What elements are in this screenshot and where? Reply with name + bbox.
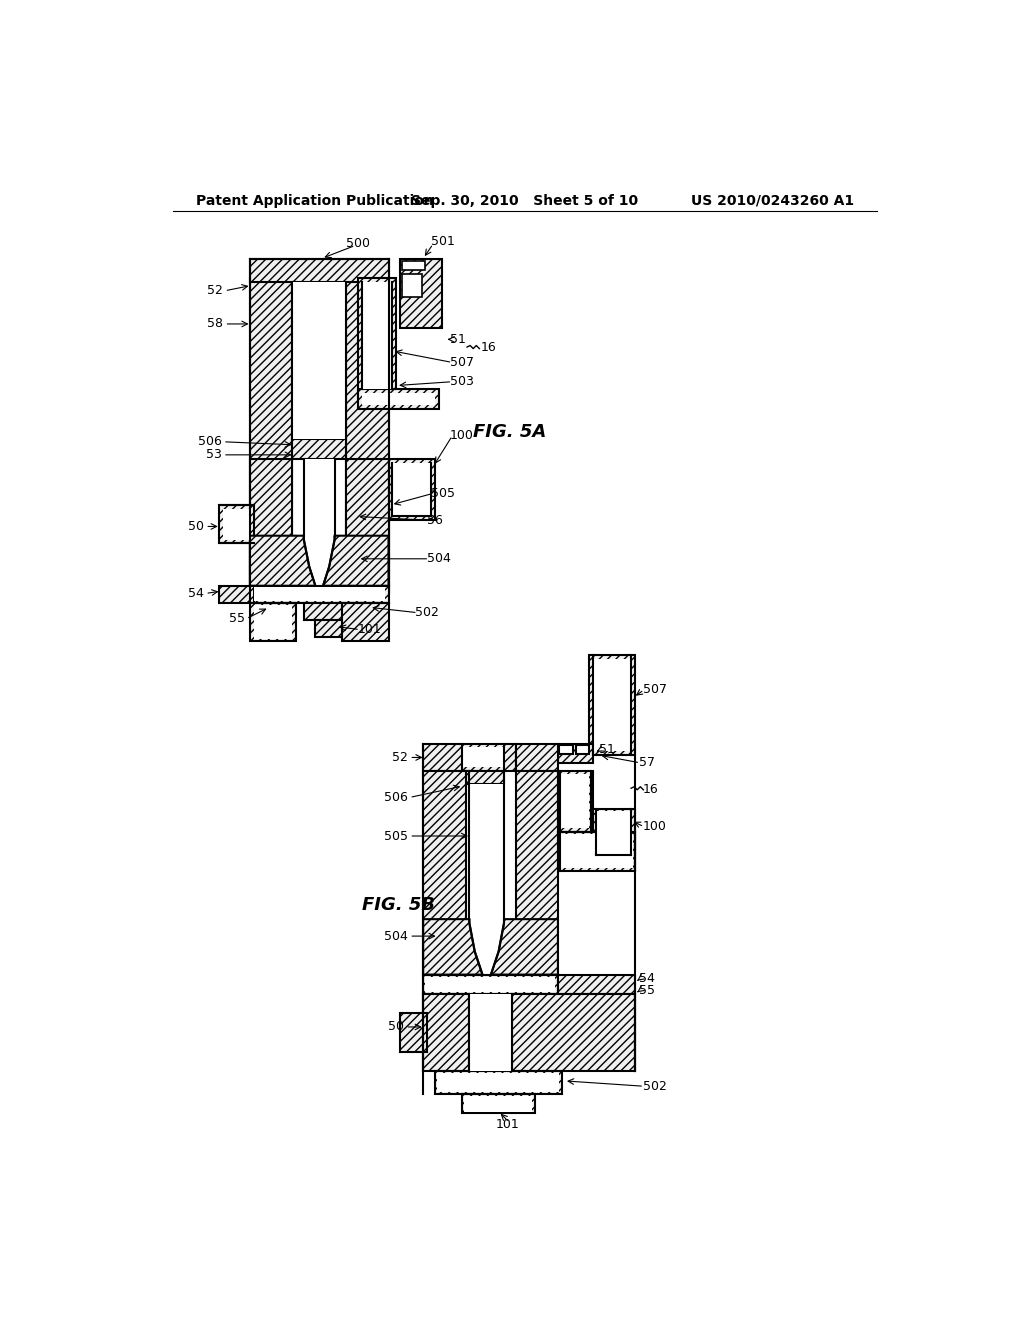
Bar [464,1096,531,1111]
Text: 50: 50 [388,1020,403,1034]
Text: 54: 54 [639,972,654,985]
Polygon shape [250,536,315,586]
Bar [250,603,296,642]
Bar [346,277,388,594]
Bar [435,1071,562,1094]
Bar [559,744,573,755]
Text: 507: 507 [451,356,474,370]
Bar [423,994,469,1071]
Bar [593,809,635,855]
Text: 506: 506 [198,436,221,449]
Bar [254,587,385,601]
Bar [423,743,515,771]
Bar [558,743,593,763]
Text: 52: 52 [207,284,223,297]
Text: 100: 100 [451,429,474,442]
Bar [357,277,396,397]
Text: 101: 101 [496,1118,520,1131]
Bar [423,974,558,994]
Bar [342,603,388,642]
Bar [250,277,292,594]
Text: 506: 506 [384,791,408,804]
Bar [515,771,558,974]
Bar [558,974,635,994]
Bar [357,389,438,409]
Bar [469,994,512,1071]
Bar [560,834,634,869]
Bar [462,747,504,767]
Text: 100: 100 [643,820,667,833]
Bar [250,459,292,594]
Bar [315,619,354,636]
Bar [304,603,366,619]
Text: US 2010/0243260 A1: US 2010/0243260 A1 [691,194,854,207]
Polygon shape [423,919,482,974]
Text: 504: 504 [384,929,408,942]
Bar [400,1014,427,1052]
Bar [361,393,435,405]
Polygon shape [323,536,388,586]
Text: 16: 16 [643,783,658,796]
Bar [560,775,590,829]
Bar [392,462,431,516]
Bar [558,771,593,832]
Text: FIG. 5B: FIG. 5B [361,896,434,915]
Bar [462,771,504,784]
Bar [593,659,631,751]
Bar [462,1094,535,1113]
Bar [292,440,346,459]
Bar [469,784,504,919]
Bar [512,994,635,1071]
Bar [219,586,254,603]
Text: 503: 503 [451,375,474,388]
Text: 53: 53 [206,449,221,462]
Bar [219,506,254,544]
Bar [361,281,392,389]
Bar [425,977,555,991]
Bar [250,586,388,603]
Text: Sep. 30, 2010   Sheet 5 of 10: Sep. 30, 2010 Sheet 5 of 10 [412,194,638,207]
Polygon shape [490,919,558,974]
Text: 505: 505 [384,829,408,842]
Text: 502: 502 [643,1080,667,1093]
Text: 507: 507 [643,684,667,696]
Text: 50: 50 [187,520,204,533]
Text: 500: 500 [346,236,370,249]
Bar [223,508,250,540]
Bar [400,259,442,327]
Bar [254,605,292,639]
Bar [558,832,635,871]
Bar [402,261,425,271]
Bar [304,459,334,536]
Bar [346,459,388,594]
Bar [596,812,631,854]
Bar [250,259,388,281]
Bar [437,1073,559,1093]
Bar [589,655,635,755]
Bar [402,275,422,297]
Text: 55: 55 [639,983,654,997]
Bar [388,459,435,520]
Text: 505: 505 [431,487,455,500]
Bar [292,281,346,440]
Text: 54: 54 [187,587,204,601]
Text: 58: 58 [207,317,223,330]
Bar [515,743,558,771]
Text: 101: 101 [357,623,382,636]
Bar [575,744,590,755]
Text: 52: 52 [392,751,408,764]
Text: 51: 51 [599,743,614,756]
Text: 502: 502 [416,606,439,619]
Text: 51: 51 [451,333,466,346]
Text: FIG. 5A: FIG. 5A [473,422,547,441]
Text: 504: 504 [427,552,451,565]
Text: 55: 55 [228,612,245,626]
Text: 56: 56 [427,513,443,527]
Text: 16: 16 [481,341,497,354]
Text: 501: 501 [431,235,455,248]
Bar [423,771,466,974]
Text: 57: 57 [639,756,654,770]
Text: Patent Application Publication: Patent Application Publication [196,194,434,207]
